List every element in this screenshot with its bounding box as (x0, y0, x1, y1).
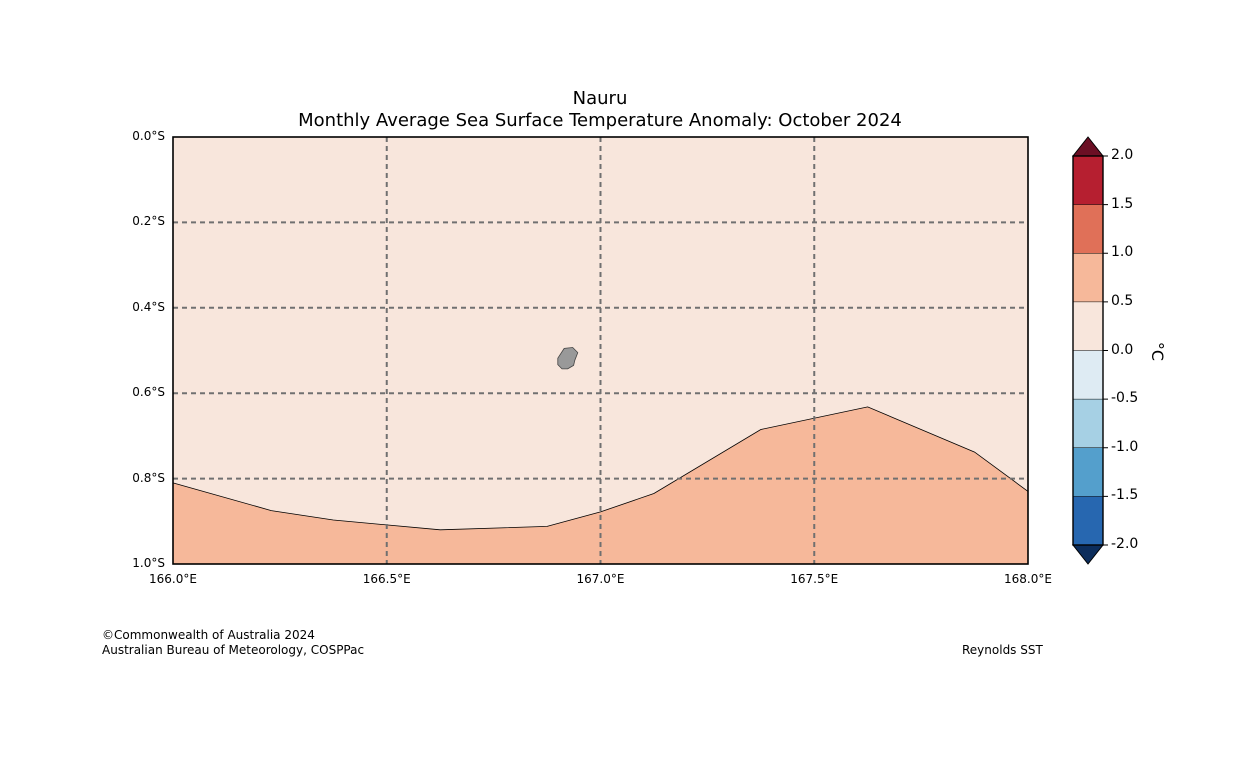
map-frame (172, 136, 1029, 565)
copyright-text: ©Commonwealth of Australia 2024 (102, 628, 315, 642)
colorbar-bin (1073, 496, 1103, 545)
colorbar-bin (1073, 447, 1103, 497)
colorbar-tick-label: -2.0 (1111, 536, 1139, 552)
longitude-tick-label: 166.5°E (362, 572, 411, 586)
colorbar-bin (1073, 350, 1103, 400)
map-plot-area (172, 136, 1029, 565)
colorbar-frame (1072, 155, 1104, 546)
latitude-tick-label: 1.0°S (132, 556, 165, 570)
colorbar-bin (1073, 253, 1103, 302)
colorbar-over-extension (1071, 136, 1105, 157)
longitude-tick-label: 167.5°E (790, 572, 839, 586)
anomaly-contour-line (172, 406, 1029, 531)
longitude-tick-label: 167.0°E (576, 572, 625, 586)
latitude-tick-label: 0.8°S (132, 470, 165, 485)
colorbar-unit-label: °C (1148, 341, 1168, 362)
colorbar-bin (1073, 204, 1103, 254)
colorbar-bin (1073, 301, 1103, 351)
longitude-tick-label: 166.0°E (149, 572, 197, 586)
colorbar-tick-label: -1.0 (1111, 438, 1139, 455)
nauru-island (557, 347, 579, 370)
latitude-tick-label: 0.0°S (132, 129, 165, 143)
colorbar-bin (1073, 399, 1103, 448)
colorbar-tick-label: 0.5 (1111, 292, 1134, 309)
colorbar-tick-label: 0.0 (1111, 341, 1134, 358)
latitude-tick-label: 0.2°S (132, 214, 165, 229)
latitude-tick-label: 0.4°S (132, 299, 165, 314)
colorbar-tick-label: 1.0 (1111, 244, 1134, 261)
colorbar (1071, 136, 1108, 565)
colorbar-under-extension (1071, 544, 1105, 565)
colorbar-tick-label: 1.5 (1111, 195, 1134, 212)
map-subtitle: Monthly Average Sea Surface Temperature … (298, 110, 902, 131)
colorbar-bin (1073, 156, 1103, 205)
map-title: Nauru (572, 88, 628, 109)
colorbar-tick-label: 2.0 (1111, 147, 1134, 163)
colorbar-tick-label: -1.5 (1111, 487, 1139, 504)
longitude-tick-label: 168.0°E (1004, 572, 1052, 586)
data-source-text: Reynolds SST (962, 643, 1043, 657)
colorbar-tick-label: -0.5 (1111, 390, 1139, 407)
latitude-tick-label: 0.6°S (132, 385, 165, 400)
agency-text: Australian Bureau of Meteorology, COSPPa… (102, 643, 365, 657)
